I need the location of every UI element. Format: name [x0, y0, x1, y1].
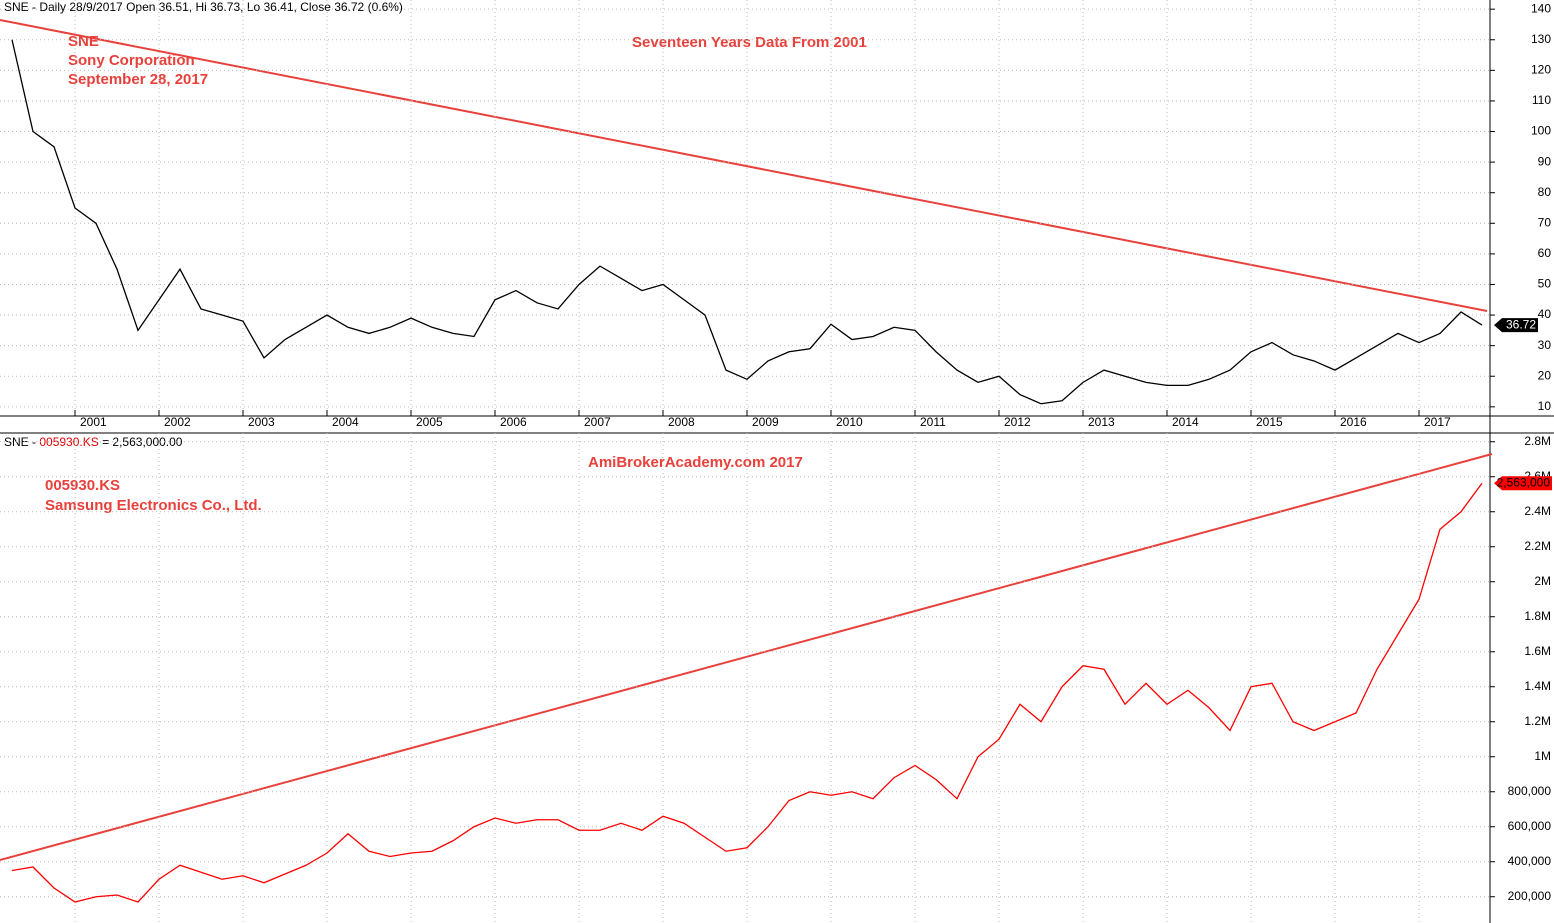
y-tick-label: 140: [1531, 1, 1551, 15]
last-value-label: 36.72: [1506, 317, 1536, 331]
x-tick-label: 2007: [584, 415, 611, 429]
header-symbol: 005930.KS: [39, 435, 98, 449]
x-tick-label: 2011: [920, 415, 946, 429]
y-tick-label: 2.8M: [1524, 434, 1551, 448]
x-tick-label: 2004: [332, 415, 359, 429]
x-tick-label: 2017: [1424, 415, 1451, 429]
y-tick-label: 1.8M: [1524, 609, 1551, 623]
chart-title: Seventeen Years Data From 2001: [632, 34, 867, 51]
y-tick-label: 2M: [1534, 574, 1551, 588]
y-tick-label: 90: [1538, 154, 1552, 168]
header-text: SNE - 005930.KS = 2,563,000.00: [4, 435, 183, 449]
last-value-badge: [1494, 318, 1538, 333]
x-tick-label: 2009: [752, 415, 779, 429]
y-tick-label: 1.6M: [1524, 644, 1551, 658]
x-tick-label: 2002: [164, 415, 191, 429]
y-tick-label: 2.2M: [1524, 539, 1551, 553]
x-tick-label: 2006: [500, 415, 527, 429]
x-tick-label: 2001: [80, 415, 107, 429]
y-tick-label: 100: [1531, 124, 1551, 138]
y-tick-label: 200,000: [1508, 889, 1552, 903]
x-tick-label: 2005: [416, 415, 443, 429]
y-tick-label: 50: [1538, 277, 1552, 291]
x-tick-label: 2015: [1256, 415, 1283, 429]
y-tick-label: 1.2M: [1524, 714, 1551, 728]
y-tick-label: 30: [1538, 338, 1552, 352]
x-tick-label: 2008: [668, 415, 695, 429]
annotation: Samsung Electronics Co., Ltd.: [45, 497, 262, 514]
annotation: 005930.KS: [45, 477, 120, 494]
header-text: SNE - Daily 28/9/2017 Open 36.51, Hi 36.…: [4, 0, 403, 14]
y-tick-label: 10: [1538, 399, 1552, 413]
y-tick-label: 70: [1538, 215, 1552, 229]
x-tick-label: 2003: [248, 415, 275, 429]
y-tick-label: 2.4M: [1524, 504, 1551, 518]
price-line: [11, 482, 1483, 903]
y-tick-label: 130: [1531, 32, 1551, 46]
y-tick-label: 600,000: [1508, 819, 1552, 833]
x-tick-label: 2014: [1172, 415, 1199, 429]
annotation: SNE: [68, 33, 99, 50]
y-tick-label: 40: [1538, 307, 1552, 321]
chart-title: AmiBrokerAcademy.com 2017: [588, 454, 803, 471]
last-value-label: 2,563,000: [1497, 475, 1551, 489]
y-tick-label: 80: [1538, 185, 1552, 199]
trend-line: [0, 19, 1488, 312]
y-tick-label: 1.4M: [1524, 679, 1551, 693]
price-line: [11, 39, 1483, 405]
last-value-badge: [1494, 476, 1552, 491]
y-tick-label: 800,000: [1508, 784, 1552, 798]
y-tick-label: 20: [1538, 368, 1552, 382]
y-tick-label: 120: [1531, 63, 1551, 77]
x-tick-label: 2013: [1088, 415, 1115, 429]
y-tick-label: 400,000: [1508, 854, 1552, 868]
y-tick-label: 1M: [1534, 749, 1551, 763]
annotation: Sony Corporation: [68, 52, 195, 69]
header-prefix: SNE -: [4, 435, 39, 449]
annotation: September 28, 2017: [68, 71, 208, 88]
y-tick-label: 110: [1532, 93, 1551, 107]
x-tick-label: 2010: [836, 415, 863, 429]
y-tick-label: 60: [1538, 246, 1552, 260]
trend-line: [0, 453, 1493, 861]
x-tick-label: 2016: [1340, 415, 1367, 429]
x-tick-label: 2012: [1004, 415, 1031, 429]
